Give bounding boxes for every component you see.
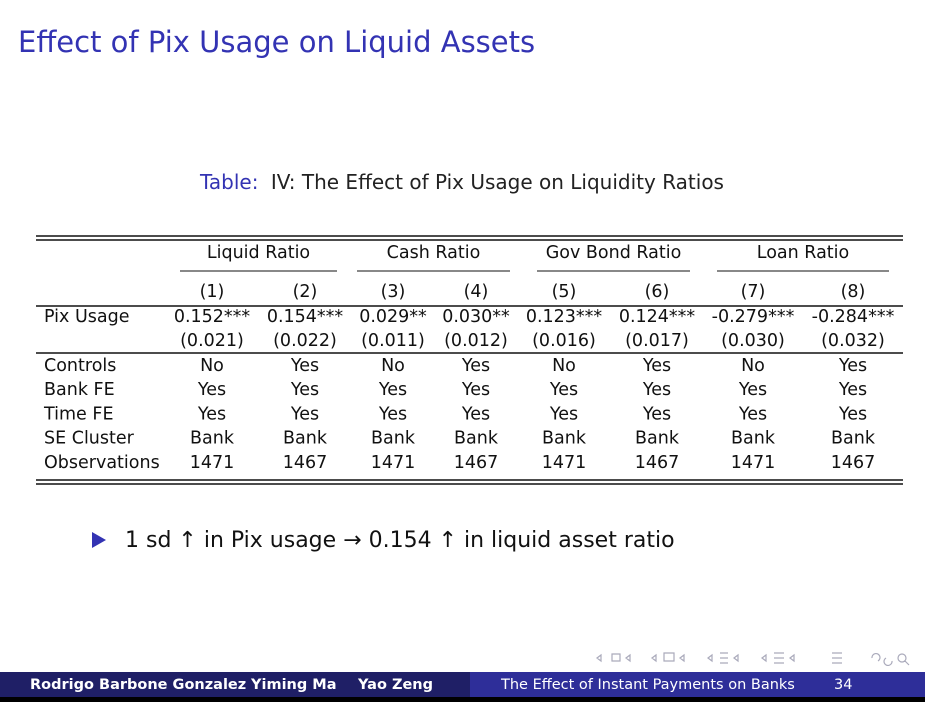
coefficient: 0.030** [442,307,510,327]
coefficient: 0.154*** [267,307,344,327]
standard-error: (0.016) [532,331,596,351]
cell: Bank [190,429,235,449]
footer-right [470,672,925,698]
cell: Yes [738,404,767,424]
bottom-edge [0,697,925,702]
row-label: Controls [44,356,116,376]
standard-error: (0.017) [625,331,689,351]
cell: Bank [542,429,587,449]
cell: Yes [738,380,767,400]
nav-icons [596,652,910,667]
standard-error: (0.030) [721,331,785,351]
coefficient: 0.124*** [619,307,696,327]
cell: Yes [197,404,226,424]
footer-title: The Effect of Instant Payments on Banks [500,677,795,693]
cell: 1467 [454,453,499,473]
group-header: Liquid Ratio [207,243,310,263]
cell: Bank [831,429,876,449]
nav-back[interactable] [871,652,910,667]
cell: Bank [283,429,328,449]
nav-section[interactable] [707,652,739,664]
cell: 1467 [635,453,680,473]
standard-error: (0.032) [821,331,885,351]
group-header: Cash Ratio [387,243,481,263]
cell: 1467 [283,453,328,473]
coefficient: 0.152*** [174,307,251,327]
bullet-marker [92,532,106,548]
footer-author: Yiming Ma [250,677,337,693]
cell: Yes [461,380,490,400]
cell: Yes [290,356,319,376]
cell: Bank [371,429,416,449]
cell: Yes [838,356,867,376]
row-label: SE Cluster [44,429,135,449]
column-header: (3) [381,282,406,302]
row-label: Bank FE [44,380,115,400]
cell: Yes [197,380,226,400]
row-label: Pix Usage [44,307,129,327]
nav-frame[interactable] [596,653,631,663]
column-header: (1) [200,282,225,302]
cell: No [552,356,576,376]
cell: 1471 [542,453,587,473]
footer-author: Rodrigo Barbone Gonzalez [30,677,246,693]
cell: Yes [642,380,671,400]
cell: Yes [461,356,490,376]
nav-doc[interactable] [761,652,795,664]
cell: Bank [635,429,680,449]
standard-error: (0.021) [180,331,244,351]
column-header: (7) [741,282,766,302]
coefficient: 0.123*** [526,307,603,327]
column-header: (2) [293,282,318,302]
cell: Yes [549,380,578,400]
footer-page: 34 [834,677,852,693]
cell: Bank [454,429,499,449]
standard-error: (0.022) [273,331,337,351]
column-header: (4) [464,282,489,302]
column-header: (6) [645,282,670,302]
row-label: Time FE [43,404,114,424]
group-header: Gov Bond Ratio [546,243,682,263]
cell: Yes [838,380,867,400]
cell: Yes [838,404,867,424]
column-header: (8) [841,282,866,302]
cell: Yes [378,380,407,400]
cell: Yes [642,404,671,424]
cell: No [381,356,405,376]
bullet-text: 1 sd ↑ in Pix usage → 0.154 ↑ in liquid … [125,528,675,553]
cell: Yes [461,404,490,424]
cell: Yes [642,356,671,376]
cell: Yes [290,380,319,400]
cell: No [741,356,765,376]
nav-search[interactable] [832,652,842,664]
cell: 1471 [731,453,776,473]
row-label: Observations [44,453,160,473]
caption-label: Table: [199,170,258,194]
group-header: Loan Ratio [757,243,849,263]
coefficient: 0.029** [359,307,427,327]
cell: Yes [290,404,319,424]
table: Liquid Ratio Cash Ratio Gov Bond Ratio Loan… [36,235,903,485]
slide-title: Effect of Pix Usage on Liquid Assets [18,25,535,59]
column-header: (5) [552,282,577,302]
nav-subsection[interactable] [651,652,685,663]
cell: 1467 [831,453,876,473]
coefficient: -0.279*** [712,307,795,327]
footer-author: Yao Zeng [357,677,433,693]
footer-left [0,672,470,698]
standard-error: (0.012) [444,331,508,351]
cell: Yes [378,404,407,424]
cell: 1471 [190,453,235,473]
cell: Yes [549,404,578,424]
cell: No [200,356,224,376]
coefficient: -0.284*** [812,307,895,327]
caption-text: IV: The Effect of Pix Usage on Liquidity… [271,170,724,194]
cell: Bank [731,429,776,449]
standard-error: (0.011) [361,331,425,351]
cell: 1471 [371,453,416,473]
table-caption: Table: IV: The Effect of Pix Usage on Li… [199,170,724,194]
